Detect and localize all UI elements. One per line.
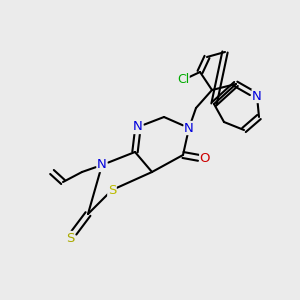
Text: O: O (200, 152, 210, 166)
Text: N: N (97, 158, 107, 172)
Text: N: N (184, 122, 194, 134)
Text: N: N (252, 89, 262, 103)
Text: S: S (66, 232, 74, 244)
Text: N: N (133, 121, 143, 134)
Text: Cl: Cl (177, 74, 189, 86)
Text: S: S (108, 184, 116, 196)
